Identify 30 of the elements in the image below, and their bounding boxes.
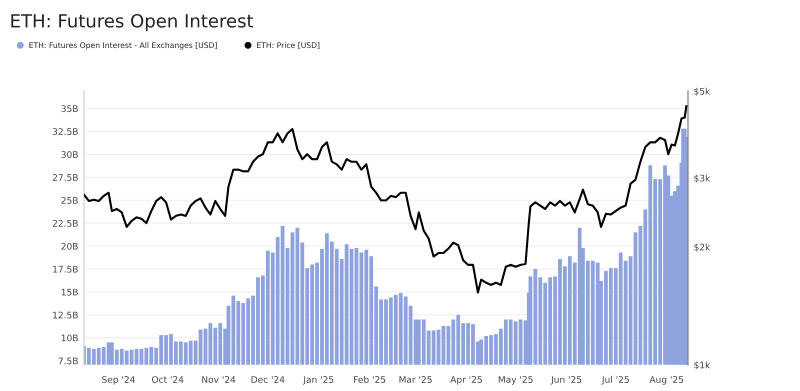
x-tick-label: Sep '24 (102, 376, 135, 385)
y-tick-label: 32.5B (52, 128, 78, 136)
y-tick-label: 15B (62, 288, 78, 296)
y2-tick-label: $1k (694, 361, 710, 370)
y2-tick-label: $5k (694, 88, 710, 96)
y-tick-label: 7.5B (58, 358, 78, 364)
x-tick-label: Jul '25 (601, 376, 629, 385)
y-tick-label: 25B (61, 196, 78, 204)
x-tick-label: May '25 (498, 376, 533, 385)
x-tick-label: Feb '25 (354, 376, 386, 383)
x-tick-label: Aug '25 (650, 376, 684, 385)
y-tick-label: 35B (61, 105, 78, 112)
x-tick-label: Jan '25 (302, 376, 334, 385)
y-tick-label: 17.5B (53, 266, 78, 273)
line-series (84, 104, 688, 294)
y2-tick-label: $3k (694, 174, 710, 183)
x-tick-label: Nov '24 (202, 376, 236, 383)
x-tick-label: Dec '24 (252, 376, 284, 383)
y-tick-label: 20B (61, 242, 78, 250)
y-tick-label: 30B (61, 151, 78, 158)
y-tick-label: 12.5B (53, 312, 78, 318)
x-tick-label: Apr '25 (450, 376, 482, 385)
chart-title: ETH: Futures Open Interest (11, 14, 254, 32)
y-tick-label: 27.5B (52, 174, 78, 181)
x-tick-label: Jun '25 (550, 376, 582, 385)
y-tick-label: 10B (62, 334, 78, 342)
x-tick-label: Oct '24 (152, 376, 184, 383)
y-tick-label: 22.5B (52, 220, 78, 227)
x-tick-label: Mar '25 (399, 376, 432, 383)
y2-tick-label: $2k (694, 243, 710, 252)
